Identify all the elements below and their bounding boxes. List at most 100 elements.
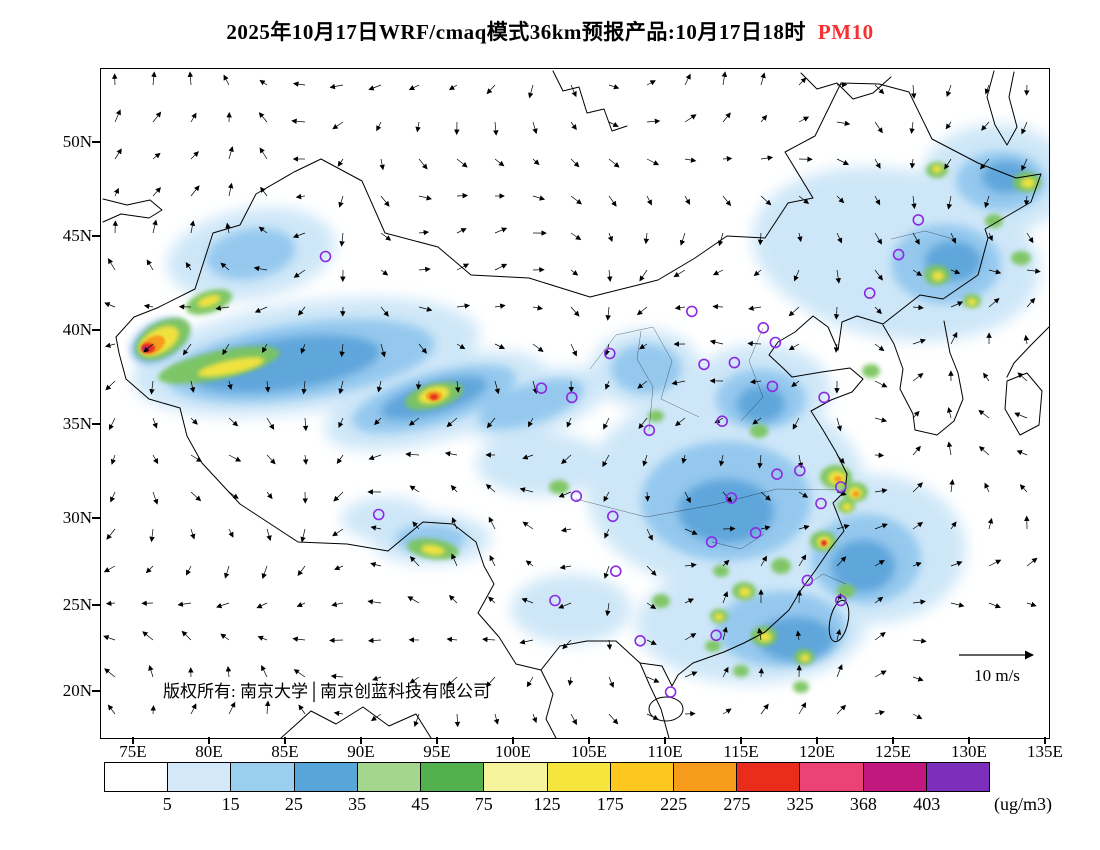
wind-arrow-icon [151, 71, 157, 86]
wind-arrow-icon [646, 713, 659, 720]
wind-arrow-icon [835, 269, 841, 284]
wind-arrow-icon [329, 637, 344, 644]
wind-arrow-icon [1019, 484, 1028, 493]
wind-arrow-icon [833, 343, 840, 353]
wind-arrow-icon [189, 220, 196, 234]
taiwan-island [828, 599, 850, 643]
wind-arrow-icon [950, 561, 963, 567]
wind-arrow-icon [874, 343, 885, 352]
wind-arrow-icon [558, 602, 572, 609]
wind-arrow-icon [1021, 158, 1028, 172]
wind-arrow-icon [674, 417, 686, 427]
wind-arrow-icon [874, 195, 881, 206]
wind-arrow-icon [225, 222, 231, 234]
wind-arrow-icon [912, 713, 923, 720]
wind-arrow-icon [408, 84, 420, 91]
wind-arrow-icon [646, 565, 657, 576]
wind-arrow-icon [150, 705, 156, 715]
wind-arrow-icon [376, 380, 383, 393]
wind-arrow-icon [338, 195, 344, 208]
wind-arrow-icon [757, 627, 763, 641]
lon-tick-mark [436, 737, 438, 744]
wind-arrow-icon [912, 562, 922, 568]
wind-arrow-icon [293, 669, 306, 678]
lon-tick-label: 100E [495, 742, 531, 761]
wind-arrow-icon [522, 521, 534, 530]
wind-arrow-icon [721, 71, 728, 86]
wind-arrow-icon [836, 704, 847, 715]
wind-arrow-icon [684, 528, 698, 535]
colorbar-cell [799, 763, 863, 791]
wind-arrow-icon [570, 232, 582, 241]
copyright-text: 版权所有: 南京大学│南京创蓝科技有限公司 [163, 681, 490, 703]
lat-tick-mark [92, 141, 100, 143]
wind-arrow-icon [368, 637, 382, 644]
lon-tick-mark [360, 737, 362, 744]
wind-arrow-icon [747, 340, 762, 347]
wind-vector-field [103, 71, 1041, 728]
wind-arrow-icon [748, 305, 762, 311]
wind-arrow-icon [418, 306, 433, 312]
wind-arrow-icon [1017, 372, 1028, 382]
wind-arrow-icon [671, 380, 686, 386]
wind-arrow-icon [148, 664, 154, 678]
wind-arrow-icon [106, 528, 116, 540]
wind-arrow-icon [792, 417, 800, 430]
wind-arrow-icon [451, 553, 458, 567]
wind-arrow-icon [333, 710, 344, 717]
wind-arrow-icon [608, 195, 617, 207]
wind-arrow-icon [532, 121, 538, 135]
wind-arrow-icon [673, 269, 686, 278]
wind-arrow-icon [950, 232, 957, 244]
wind-arrow-icon [912, 676, 924, 682]
wind-arrow-icon [570, 121, 577, 131]
wind-arrow-icon [190, 417, 198, 425]
wind-arrow-icon [253, 265, 268, 272]
wind-arrow-icon [526, 676, 534, 688]
wind-arrow-icon [532, 380, 538, 395]
wind-arrow-icon [912, 445, 921, 456]
siberia-river [552, 70, 628, 132]
wind-arrow-icon [798, 116, 810, 123]
wind-arrow-icon [110, 491, 116, 503]
wind-arrow-icon [107, 258, 116, 271]
wind-arrow-icon [608, 158, 620, 168]
wind-arrow-icon [258, 112, 268, 123]
wind-arrow-icon [190, 491, 202, 502]
wind-arrow-icon [152, 417, 158, 429]
pm10-shading-layer-magenta [142, 346, 150, 352]
colorbar-cell [609, 763, 673, 791]
wind-arrow-icon [950, 331, 958, 345]
wind-arrow-icon [258, 226, 268, 234]
colorbar-cell [672, 763, 737, 791]
wind-arrow-icon [295, 193, 306, 200]
wind-arrow-icon [114, 148, 122, 160]
lat-tick-label: 25N [62, 595, 92, 614]
wind-arrow-icon [638, 417, 648, 430]
inner-boundary [740, 327, 764, 422]
wind-arrow-icon [912, 373, 924, 382]
wind-arrow-icon [254, 306, 268, 313]
china-outline [115, 82, 1042, 687]
lat-tick-mark [92, 329, 100, 331]
wind-arrow-icon [261, 664, 268, 678]
wind-arrow-icon [639, 269, 648, 282]
lon-tick-mark [892, 737, 894, 744]
sakhalin-outline [986, 70, 1018, 146]
wind-arrow-icon [606, 639, 613, 650]
wind-arrow-icon [604, 528, 610, 539]
wind-arrow-icon [836, 490, 847, 496]
wind-arrow-icon [608, 713, 619, 725]
lat-tick-label: 30N [62, 508, 92, 527]
wind-arrow-icon [332, 121, 344, 130]
wind-arrow-icon [987, 232, 993, 242]
pm10-shading-layer-lightblue [132, 124, 1049, 684]
lat-tick-label: 50N [62, 132, 92, 151]
wind-arrow-icon [216, 602, 230, 609]
wind-arrow-icon [264, 380, 271, 393]
lon-tick-label: 90E [347, 742, 375, 761]
wind-arrow-icon [988, 559, 1002, 567]
wind-arrow-icon [757, 454, 763, 469]
wind-arrow-icon [874, 670, 887, 678]
wind-arrow-icon [608, 121, 619, 127]
